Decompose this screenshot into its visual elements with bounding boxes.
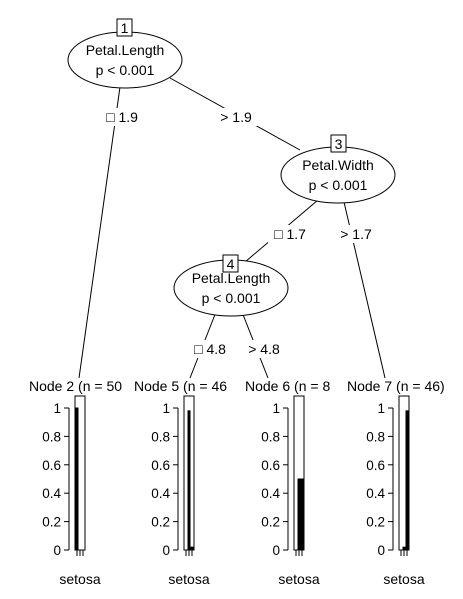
y-tick-label: 0.2 (366, 515, 385, 530)
class-bar-1 (75, 407, 79, 551)
node-variable: Petal.Width (302, 157, 374, 173)
inner-node-4: Petal.Length p < 0.001 4 (173, 254, 289, 317)
class-bar-3 (190, 546, 194, 551)
y-tick-label: 0 (377, 543, 385, 558)
edge-label-text: > 1.7 (340, 226, 372, 242)
x-axis-label: setosa (383, 571, 424, 587)
x-axis-label: setosa (168, 571, 209, 587)
y-tick-label: 0.6 (42, 458, 61, 473)
node-id-box (116, 18, 133, 37)
inner-node-1: Petal.Length p < 0.001 1 (67, 18, 183, 89)
edge-label-3-4: □ 1.7 (268, 225, 312, 243)
y-tick-label: 0.8 (366, 429, 385, 444)
node-id: 4 (227, 256, 235, 272)
terminal-node-7: Node 7 (n = 46) 0 0.2 0.4 0.6 0.8 1 setosa (347, 378, 445, 587)
y-tick-label: 1 (53, 401, 61, 416)
class-bar-3 (300, 478, 304, 551)
terminal-node-title: Node 7 (n = 46) (347, 378, 445, 394)
edge-label-4-6: > 4.8 (242, 340, 286, 358)
y-tick-label: 0.4 (366, 486, 385, 501)
edge-1-2 (78, 86, 121, 379)
terminal-node-2: Node 2 (n = 50 0 0.2 0.4 0.6 0.8 1 setosa (29, 378, 122, 587)
inner-node-3: Petal.Width p < 0.001 3 (280, 134, 396, 204)
y-tick-label: 0 (272, 543, 280, 558)
node-variable: Petal.Length (86, 42, 165, 58)
node-id-box (330, 134, 347, 153)
node-pvalue: p < 0.001 (309, 177, 368, 193)
x-axis-label: setosa (59, 571, 100, 587)
y-tick-label: 0.6 (151, 458, 170, 473)
y-tick-label: 0.2 (42, 515, 61, 530)
edge-label-4-5: □ 4.8 (188, 340, 232, 358)
y-tick-label: 1 (162, 401, 170, 416)
node-id: 3 (335, 136, 343, 152)
y-tick-label: 0.6 (366, 458, 385, 473)
class-bar-2 (402, 546, 406, 551)
class-bar-2 (187, 410, 191, 551)
y-tick-label: 0.2 (151, 515, 170, 530)
y-tick-label: 1 (377, 401, 385, 416)
node-pvalue: p < 0.001 (202, 290, 261, 306)
node-pvalue: p < 0.001 (96, 62, 155, 78)
edge-label-1-3: > 1.9 (214, 108, 258, 126)
x-axis-label: setosa (278, 571, 319, 587)
y-tick-label: 0.8 (261, 429, 280, 444)
class-bar-3 (405, 410, 409, 551)
y-tick-label: 0 (162, 543, 170, 558)
y-tick-label: 0.2 (261, 515, 280, 530)
y-tick-label: 1 (272, 401, 280, 416)
edge-label-text: □ 1.7 (274, 226, 306, 242)
terminal-node-6: Node 6 (n = 8 0 0.2 0.4 0.6 0.8 1 setosa (245, 378, 330, 587)
terminal-node-5: Node 5 (n = 46 0 0.2 0.4 0.6 0.8 1 setosa (134, 378, 227, 587)
edge-label-text: > 4.8 (248, 341, 280, 357)
node-ellipse (280, 146, 396, 204)
edge-label-text: > 1.9 (220, 109, 252, 125)
node-id: 1 (121, 20, 129, 36)
y-tick-label: 0 (53, 543, 61, 558)
terminal-node-title: Node 2 (n = 50 (29, 378, 122, 394)
class-bar-2 (297, 478, 301, 551)
y-tick-label: 0.6 (261, 458, 280, 473)
y-tick-label: 0.4 (151, 486, 170, 501)
edge-label-text: □ 4.8 (194, 341, 226, 357)
terminal-node-title: Node 6 (n = 8 (245, 378, 330, 394)
y-tick-label: 0.4 (42, 486, 61, 501)
edge-label-1-2: □ 1.9 (100, 108, 144, 126)
node-variable: Petal.Length (192, 270, 271, 286)
terminal-node-title: Node 5 (n = 46 (134, 378, 227, 394)
node-ellipse (67, 31, 183, 89)
y-tick-label: 0.4 (261, 486, 280, 501)
y-tick-label: 0.8 (42, 429, 61, 444)
node-id-box (222, 254, 239, 273)
edge-label-text: □ 1.9 (106, 109, 138, 125)
edge-label-3-7: > 1.7 (334, 225, 378, 243)
y-tick-label: 0.8 (151, 429, 170, 444)
